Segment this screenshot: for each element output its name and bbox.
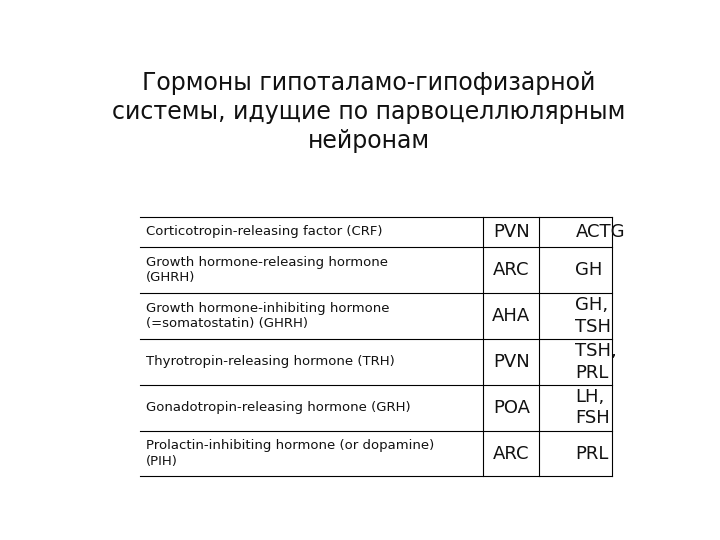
Text: Growth hormone-inhibiting hormone
(=somatostatin) (GHRH): Growth hormone-inhibiting hormone (=soma… <box>145 302 390 330</box>
Text: LH,
FSH: LH, FSH <box>575 388 611 427</box>
Text: GH: GH <box>575 261 603 279</box>
Text: Гормоны гипоталамо-гипофизарной
системы, идущие по парвоцеллюлярным
нейронам: Гормоны гипоталамо-гипофизарной системы,… <box>112 71 626 152</box>
Text: ARC: ARC <box>493 261 529 279</box>
Text: POA: POA <box>492 399 530 417</box>
Text: PRL: PRL <box>575 444 609 463</box>
Text: Corticotropin-releasing factor (CRF): Corticotropin-releasing factor (CRF) <box>145 225 382 238</box>
Text: Growth hormone-releasing hormone
(GHRH): Growth hormone-releasing hormone (GHRH) <box>145 256 388 285</box>
Text: Thyrotropin-releasing hormone (TRH): Thyrotropin-releasing hormone (TRH) <box>145 355 395 368</box>
Text: Gonadotropin-releasing hormone (GRH): Gonadotropin-releasing hormone (GRH) <box>145 401 410 414</box>
Text: AHA: AHA <box>492 307 531 325</box>
Text: TSH,
PRL: TSH, PRL <box>575 342 617 382</box>
Text: PVN: PVN <box>493 353 530 371</box>
Text: GH,
TSH: GH, TSH <box>575 296 611 336</box>
Text: Prolactin-inhibiting hormone (or dopamine)
(PIH): Prolactin-inhibiting hormone (or dopamin… <box>145 439 434 468</box>
Text: ACTG: ACTG <box>575 223 625 241</box>
Text: PVN: PVN <box>493 223 530 241</box>
Text: ARC: ARC <box>493 444 529 463</box>
